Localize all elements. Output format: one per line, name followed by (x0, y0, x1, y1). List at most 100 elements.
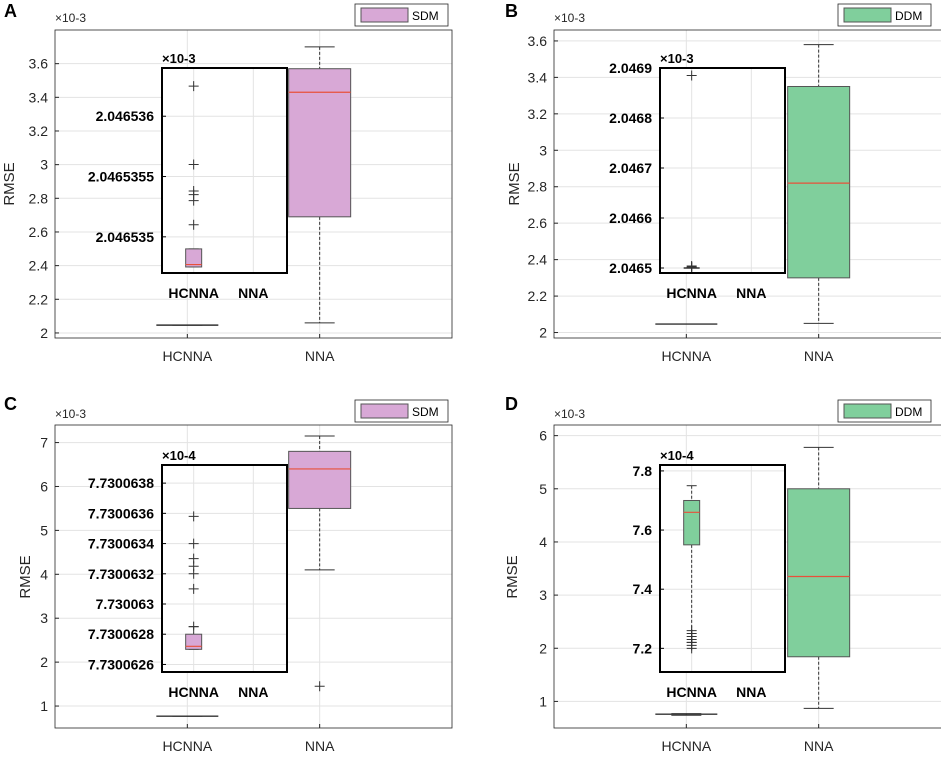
inset-box-iqr (185, 248, 203, 268)
exponent-label: ×10-3 (554, 11, 585, 25)
box-iqr (288, 68, 352, 218)
legend-swatch (360, 403, 409, 419)
inset-y-tick-label: 7.2 (633, 640, 653, 656)
x-tick-label: NNA (804, 348, 834, 364)
inset-y-tick-label: 7.6 (633, 522, 653, 538)
panel-b: B 2 2.2 2.4 2.6 2.8 3 3.2 3.4 3.6 HCNNA NNA ×10-3 RMS… (505, 1, 941, 364)
inset-c: 7.7300626 7.7300628 7.730063 7.7300632 7.730… (88, 448, 288, 700)
inset-y-tick-label: 2.0466 (609, 210, 652, 226)
inset-box-iqr (185, 633, 203, 650)
axes-frame (54, 424, 453, 729)
y-tick-label: 5 (40, 522, 48, 538)
inset-outlier-marker (188, 553, 199, 564)
inset-x-tick-label: NNA (736, 684, 766, 700)
y-tick-label: 7 (40, 435, 48, 451)
inset-b: 2.0465 2.0466 2.0467 2.0468 2.0469 HCNNA NNA ×1… (609, 51, 786, 301)
y-tick-label: 3.6 (29, 56, 49, 72)
inset-y-tick-label: 2.0468 (609, 110, 652, 126)
legend-swatch (360, 7, 409, 23)
inset-y-tick-label: 7.7300634 (88, 536, 154, 552)
y-tick-label: 2.2 (528, 288, 548, 304)
y-tick-label: 3 (539, 142, 547, 158)
x-tick-label: HCNNA (162, 348, 212, 364)
y-tick-label: 4 (539, 534, 547, 550)
y-tick-label: 2 (40, 654, 48, 670)
legend-label: SDM (412, 405, 439, 419)
box-nna (288, 46, 352, 324)
outlier-marker (314, 681, 325, 692)
y-tick-label: 3 (539, 587, 547, 603)
y-tick-label: 2.6 (528, 215, 548, 231)
inset-outlier-marker (188, 81, 199, 92)
exponent-label: ×10-3 (554, 407, 585, 421)
x-tick-label: NNA (804, 738, 834, 754)
box-hcnna (655, 713, 718, 716)
inset-background (660, 68, 785, 273)
y-tick-label: 4 (40, 566, 48, 582)
inset-y-tick-label: 2.0465355 (88, 169, 154, 185)
exponent-label: ×10-3 (55, 11, 86, 25)
y-tick-label: 2.6 (29, 224, 49, 240)
exponent-label: ×10-3 (55, 407, 86, 421)
y-tick-label: 2.8 (528, 179, 548, 195)
legend-label: SDM (412, 9, 439, 23)
axes-frame (553, 424, 941, 729)
y-tick-label: 3 (40, 157, 48, 173)
y-tick-label: 2.2 (29, 291, 49, 307)
legend: DDM (837, 3, 932, 27)
x-tick-label: HCNNA (162, 738, 212, 754)
y-tick-label: 1 (539, 693, 547, 709)
inset-x-tick-label: HCNNA (168, 684, 219, 700)
inset-a: 2.046535 2.0465355 2.046536 HCNNA NNA ×10-3 (88, 51, 288, 301)
inset-background (162, 465, 287, 672)
inset-outlier-marker (188, 219, 199, 230)
y-tick-label: 3.4 (528, 69, 548, 85)
y-tick-label: 3.2 (528, 106, 548, 122)
box-nna (787, 44, 851, 324)
legend: DDM (837, 399, 932, 423)
inset-y-tick-label: 7.7300636 (88, 505, 154, 521)
inset-y-tick-label: 7.4 (633, 581, 653, 597)
panel-letter: A (4, 1, 17, 21)
x-tick-label: NNA (305, 348, 335, 364)
legend: SDM (354, 399, 449, 423)
inset-x-tick-label: HCNNA (168, 285, 219, 301)
y-tick-label: 3 (40, 610, 48, 626)
inset-x-tick-label: NNA (238, 684, 268, 700)
inset-y-tick-label: 2.0469 (609, 60, 652, 76)
box-nna (787, 446, 851, 709)
box-iqr (787, 488, 851, 658)
inset-frame (659, 67, 786, 274)
y-axis-label: RMSE (17, 555, 34, 598)
inset-x-tick-label: NNA (238, 285, 268, 301)
inset-exponent-label: ×10-3 (660, 51, 694, 66)
y-axis-label: RMSE (504, 555, 521, 598)
inset-y-tick-label: 2.0465 (609, 260, 652, 276)
y-tick-label: 3.6 (528, 33, 548, 49)
panel-a: A 2 2.2 2.4 2.6 2.8 3 3.2 3.4 3.6 HCNNA NNA ×10-3 RMS… (1, 1, 453, 364)
y-tick-label: 3.2 (29, 123, 49, 139)
inset-outlier-marker (188, 159, 199, 170)
y-tick-label: 3.4 (29, 89, 49, 105)
legend-swatch (843, 403, 892, 419)
inset-frame (161, 67, 288, 274)
y-tick-label: 2 (539, 325, 547, 341)
inset-y-tick-label: 7.7300626 (88, 656, 154, 672)
axes-frame (553, 29, 941, 339)
x-tick-label: NNA (305, 738, 335, 754)
x-tick-label: HCNNA (661, 348, 711, 364)
legend-label: DDM (895, 9, 922, 23)
inset-x-tick-label: HCNNA (666, 684, 717, 700)
inset-exponent-label: ×10-4 (660, 448, 694, 463)
inset-outlier-marker (188, 538, 199, 549)
inset-box-iqr (683, 499, 701, 546)
inset-d: 7.2 7.4 7.6 7.8 HCNNA NNA ×10-4 (633, 448, 786, 700)
inset-y-tick-label: 7.730063 (96, 596, 155, 612)
inset-outlier-marker (188, 621, 199, 632)
y-tick-label: 2.4 (29, 258, 49, 274)
inset-exponent-label: ×10-4 (162, 448, 196, 463)
y-tick-label: 2.4 (528, 252, 548, 268)
box-iqr (787, 85, 851, 279)
inset-y-tick-label: 7.7300632 (88, 566, 154, 582)
inset-frame (161, 464, 288, 673)
